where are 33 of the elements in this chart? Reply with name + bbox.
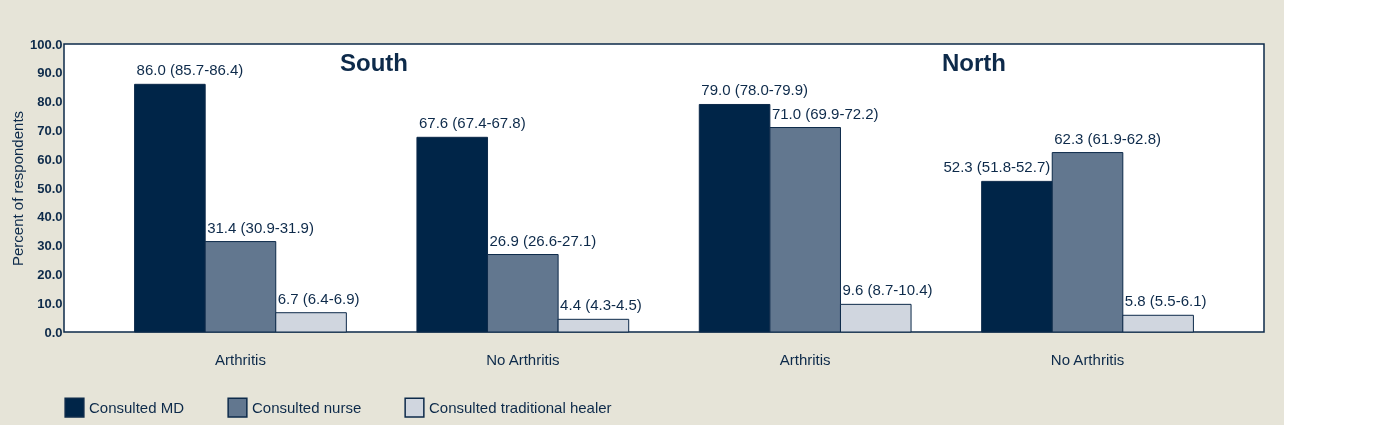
data-label: 6.7 (6.4-6.9) — [277, 289, 360, 307]
y-tick-label: 20.0 — [37, 266, 63, 282]
y-tick-label: 80.0 — [37, 94, 63, 110]
y-tick-label: 70.0 — [37, 122, 63, 138]
y-tick-label: 0.0 — [44, 324, 63, 340]
data-label: 9.6 (8.7-10.4) — [842, 281, 933, 299]
y-tick-label: 100.0 — [29, 36, 63, 52]
legend-label: Consulted nurse — [252, 398, 362, 416]
x-tick-label: Arthritis — [779, 350, 831, 368]
y-tick-label: 40.0 — [37, 209, 63, 225]
data-label: 4.4 (4.3-4.5) — [560, 296, 642, 314]
annotation: North — [942, 49, 1006, 76]
y-tick-label: 30.0 — [37, 238, 63, 254]
data-label: 31.4 (30.9-31.9) — [207, 218, 314, 236]
legend-label: Consulted MD — [89, 398, 185, 416]
data-label: 71.0 (69.9-72.2) — [771, 104, 879, 122]
annotation: South — [340, 49, 408, 76]
data-label: 62.3 (61.9-62.8) — [1054, 129, 1161, 147]
data-label: 26.9 (26.6-27.1) — [489, 231, 597, 249]
y-tick-label: 10.0 — [37, 295, 63, 311]
x-tick-label: No Arthritis — [1050, 350, 1125, 368]
data-label: 52.3 (51.8-52.7) — [943, 158, 1051, 176]
data-label: 67.6 (67.4-67.8) — [418, 114, 526, 132]
y-axis-title: Percent of respondents — [8, 110, 26, 267]
y-tick-label: 60.0 — [37, 151, 63, 167]
y-tick-label: 50.0 — [37, 180, 63, 196]
x-tick-label: Arthritis — [215, 350, 266, 368]
data-label: 79.0 (78.0-79.9) — [701, 81, 809, 99]
data-label: 86.0 (85.7-86.4) — [136, 61, 244, 79]
x-tick-label: No Arthritis — [486, 350, 560, 368]
legend-label: Consulted traditional healer — [429, 398, 612, 416]
data-label: 5.8 (5.5-6.1) — [1124, 292, 1207, 310]
y-tick-label: 90.0 — [37, 65, 63, 81]
